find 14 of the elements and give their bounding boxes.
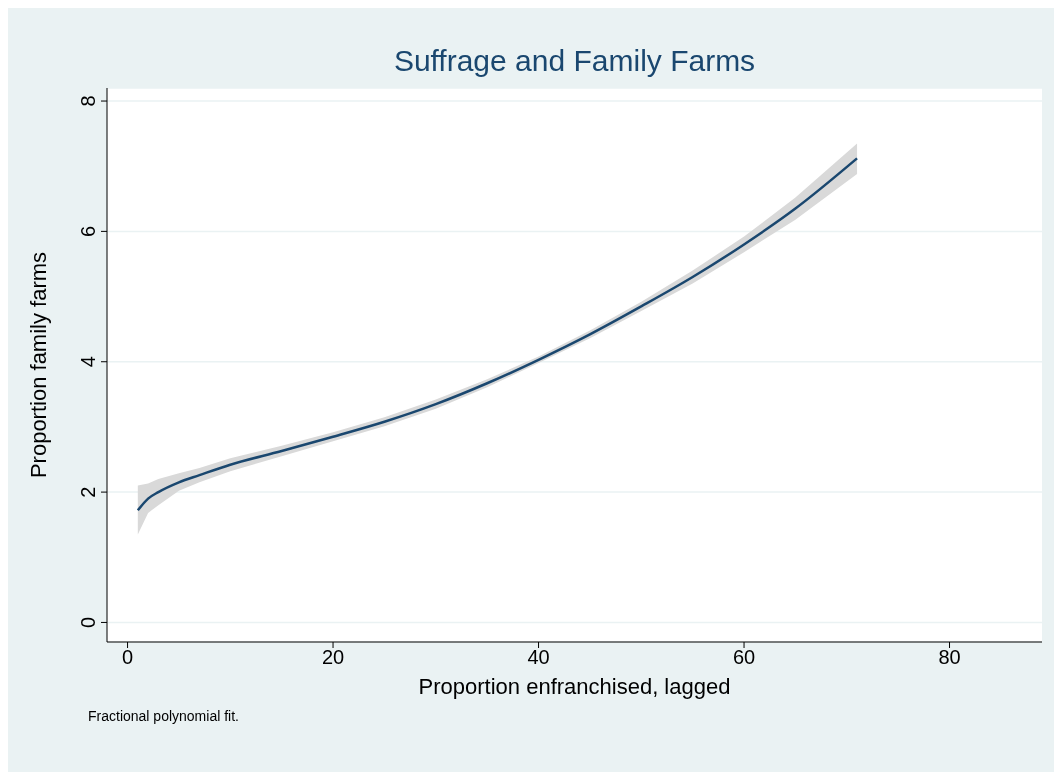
y-axis-title: Proportion family farms	[25, 251, 51, 479]
y-tick-label: 0	[77, 616, 99, 629]
x-tick-label: 20	[321, 646, 345, 669]
chart-title: Suffrage and Family Farms	[392, 44, 757, 78]
text: Fractional polynomial fit.	[88, 708, 239, 724]
y-tick-label: 6	[77, 225, 99, 237]
x-tick-label: 0	[121, 646, 134, 669]
y-tick-label: 8	[77, 95, 99, 107]
y-tick-label: 2	[77, 486, 99, 498]
y-tick-label: 4	[77, 356, 99, 368]
x-axis-title: Proportion enfranchised, lagged	[418, 674, 731, 699]
x-tick-label: 80	[938, 646, 961, 669]
x-tick-label: 60	[732, 646, 756, 669]
x-tick-label: 40	[527, 646, 550, 669]
